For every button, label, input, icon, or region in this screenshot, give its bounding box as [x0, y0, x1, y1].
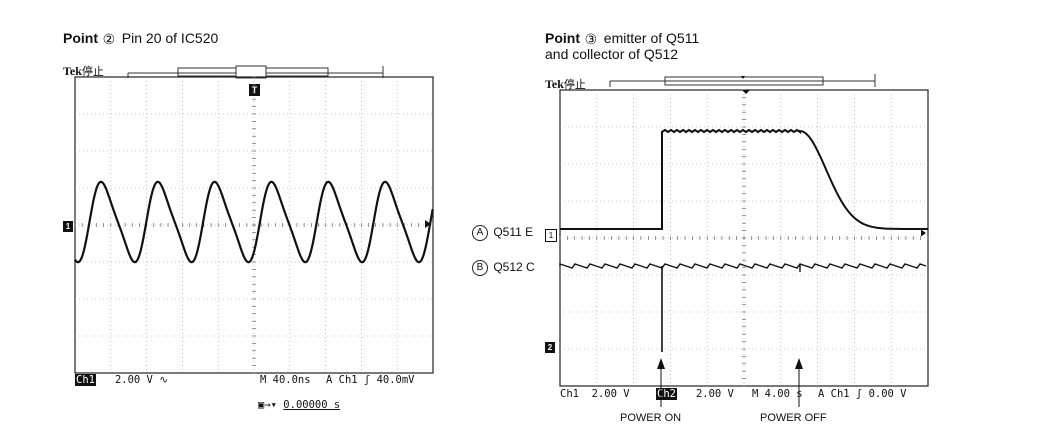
- right-title-bold: Point: [545, 30, 580, 46]
- trace-a-label: A Q511 E: [472, 225, 533, 241]
- trace-a-text: Q511 E: [493, 225, 534, 240]
- left-status-ch: Ch1: [75, 374, 96, 386]
- right-trigger-point-marker: [742, 90, 750, 94]
- left-trigger-level-marker: [425, 220, 431, 228]
- right-title: Point ③ emitter of Q511 and collector of…: [545, 30, 699, 62]
- ac-coupling-icon: ∿: [159, 374, 169, 386]
- left-trigger-marker: T: [249, 84, 260, 96]
- left-trigger-position: ▣→▾ 0.00000 s: [258, 399, 340, 411]
- right-ch1-marker-label: 1: [548, 231, 554, 240]
- right-status-ch2-volts: 2.00 V: [695, 388, 734, 400]
- left-title: Point ② Pin 20 of IC520: [63, 30, 218, 46]
- right-status-trigger: A Ch1 ʃ 0.00 V: [818, 388, 907, 400]
- right-tek-brand: Tek: [545, 77, 564, 91]
- right-status-bar: Ch1 2.00 V: [560, 388, 630, 400]
- left-tek-status: 停止: [81, 65, 104, 78]
- trigger-position-icon: ▣→▾: [258, 399, 277, 411]
- right-title-line1: emitter of Q511: [603, 30, 700, 46]
- left-point-marker: ②: [102, 31, 116, 48]
- left-channel-marker: 1: [63, 221, 73, 232]
- trace-b-label: B Q512 C: [472, 260, 535, 276]
- right-ch2-marker: 2: [545, 342, 555, 353]
- left-title-bold: Point: [63, 30, 98, 46]
- left-status-trigger: A Ch1 ʃ 40.0mV: [326, 374, 415, 386]
- right-title-line2: and collector of Q512: [545, 46, 679, 63]
- left-tek-logo: Tek停止: [63, 63, 104, 79]
- right-ch2-marker-label: 2: [547, 343, 553, 352]
- right-trigger-level-marker: [921, 229, 926, 237]
- right-ch1-marker: 1: [545, 229, 557, 242]
- trace-b-waveform: [559, 263, 927, 269]
- right-tek-logo: Tek停止: [545, 76, 586, 92]
- power-arrows: [657, 358, 803, 407]
- trace-b-marker: B: [472, 260, 488, 276]
- right-status-ch1-volts: 2.00 V: [591, 388, 630, 400]
- left-channel-marker-label: 1: [65, 222, 71, 231]
- trace-b-text: Q512 C: [493, 260, 535, 275]
- right-tek-status: 停止: [563, 78, 586, 91]
- right-scope-screen: [559, 89, 929, 387]
- left-title-text: Pin 20 of IC520: [121, 30, 219, 46]
- right-record-bar: [609, 74, 876, 87]
- power-on-label: POWER ON: [620, 412, 682, 424]
- left-status-volts: 2.00 V: [114, 374, 153, 386]
- right-status-ch1: Ch1: [560, 388, 579, 400]
- power-off-label: POWER OFF: [760, 412, 827, 424]
- trace-a-marker: A: [472, 225, 488, 241]
- left-status-timebase: M 40.0ns: [260, 374, 311, 386]
- right-status-timebase: M 4.00 s: [752, 388, 803, 400]
- left-waveform: [74, 180, 434, 264]
- right-point-marker: ③: [584, 31, 598, 48]
- left-status-bar: Ch1 2.00 V ∿: [75, 374, 168, 386]
- left-scope-screen: [74, 76, 434, 374]
- trace-a-waveform: [560, 128, 928, 230]
- left-trigger-marker-label: T: [251, 85, 258, 95]
- left-tek-brand: Tek: [63, 64, 82, 78]
- left-trigger-pos-value: 0.00000 s: [283, 399, 341, 411]
